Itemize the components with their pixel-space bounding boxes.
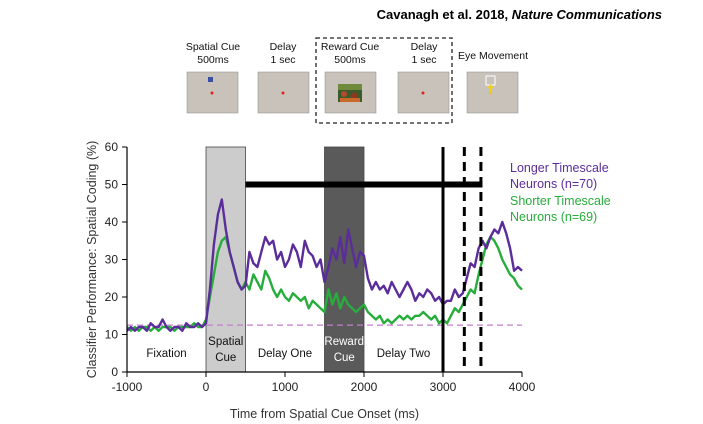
epoch-label-1-line1: Spatial [208, 336, 243, 348]
x-tick-label: 3000 [430, 380, 457, 394]
citation-journal: Nature Communications [512, 7, 662, 22]
x-tick-label: -1000 [112, 380, 143, 394]
panel-label-line1: Delay [411, 41, 439, 53]
series-shorter-timescale-line [126, 235, 523, 332]
reward-image-icon [338, 84, 362, 102]
y-tick-label: 40 [105, 215, 119, 229]
epoch-labels: Fixation Spatial Cue Delay One Reward Cue Dela… [146, 336, 430, 364]
epoch-label-1-line2: Cue [215, 352, 236, 364]
task-panel-spatial-cue: Spatial Cue 500ms [186, 41, 240, 114]
task-panel-delay-2: Delay 1 sec [397, 41, 450, 114]
epoch-label-3-line1: Reward [324, 336, 364, 348]
x-tick-label: 2000 [351, 380, 378, 394]
x-tick-label: 0 [203, 380, 210, 394]
epoch-label-4: Delay Two [377, 348, 430, 360]
panel-label-line2: 1 sec [411, 54, 436, 66]
task-panel-eye-movement: Eye Movement [458, 50, 528, 114]
x-tick-label: 4000 [509, 380, 536, 394]
epoch-label-2: Delay One [258, 348, 312, 360]
classifier-performance-plot: Fixation Spatial Cue Delay One Reward Cue Dela… [85, 140, 611, 421]
legend-longer-line1: Longer Timescale [510, 161, 609, 175]
legend-longer-line2: Neurons (n=70) [510, 177, 597, 191]
panel-label-line1: Delay [270, 41, 298, 53]
y-tick-label: 0 [111, 365, 118, 379]
fixation-dot-icon [210, 91, 214, 95]
blue-square-cue-icon [208, 77, 213, 82]
epoch-label-3-line2: Cue [334, 352, 355, 364]
panel-label-line1: Eye Movement [458, 50, 528, 62]
task-panel-reward-cue: Reward Cue 500ms [321, 41, 380, 114]
saccade-target-icon [485, 75, 496, 95]
panel-label-line2: 500ms [197, 54, 229, 66]
panel-label-line2: 1 sec [270, 54, 295, 66]
epoch-label-0: Fixation [146, 348, 186, 360]
y-tick-label: 30 [105, 253, 119, 267]
legend: Longer Timescale Neurons (n=70) Shorter … [510, 161, 611, 224]
series-lines [126, 198, 523, 332]
panel-label-line2: 500ms [334, 54, 366, 66]
panel-screen [466, 71, 519, 114]
legend-shorter-line2: Neurons (n=69) [510, 210, 597, 224]
y-axis-title: Classifier Performance: Spatial Coding (… [85, 141, 99, 379]
x-axis-title: Time from Spatial Cue Onset (ms) [230, 407, 419, 421]
task-panel-delay-1: Delay 1 sec [257, 41, 310, 114]
y-tick-label: 20 [105, 290, 119, 304]
citation-authors: Cavanagh et al. 2018, [377, 7, 512, 22]
panel-label-line1: Reward Cue [321, 41, 380, 53]
legend-shorter-line1: Shorter Timescale [510, 194, 611, 208]
y-tick-label: 10 [105, 328, 119, 342]
y-tick-label: 60 [105, 140, 119, 154]
reward-epoch-highlight [315, 37, 453, 124]
series-longer-timescale-line [126, 198, 523, 332]
fixation-dot-icon [421, 91, 425, 95]
y-tick-label: 50 [105, 178, 119, 192]
x-tick-label: 1000 [272, 380, 299, 394]
panel-label-line1: Spatial Cue [186, 41, 240, 53]
fixation-dot-icon [281, 91, 285, 95]
citation: Cavanagh et al. 2018, Nature Communicati… [377, 7, 662, 22]
